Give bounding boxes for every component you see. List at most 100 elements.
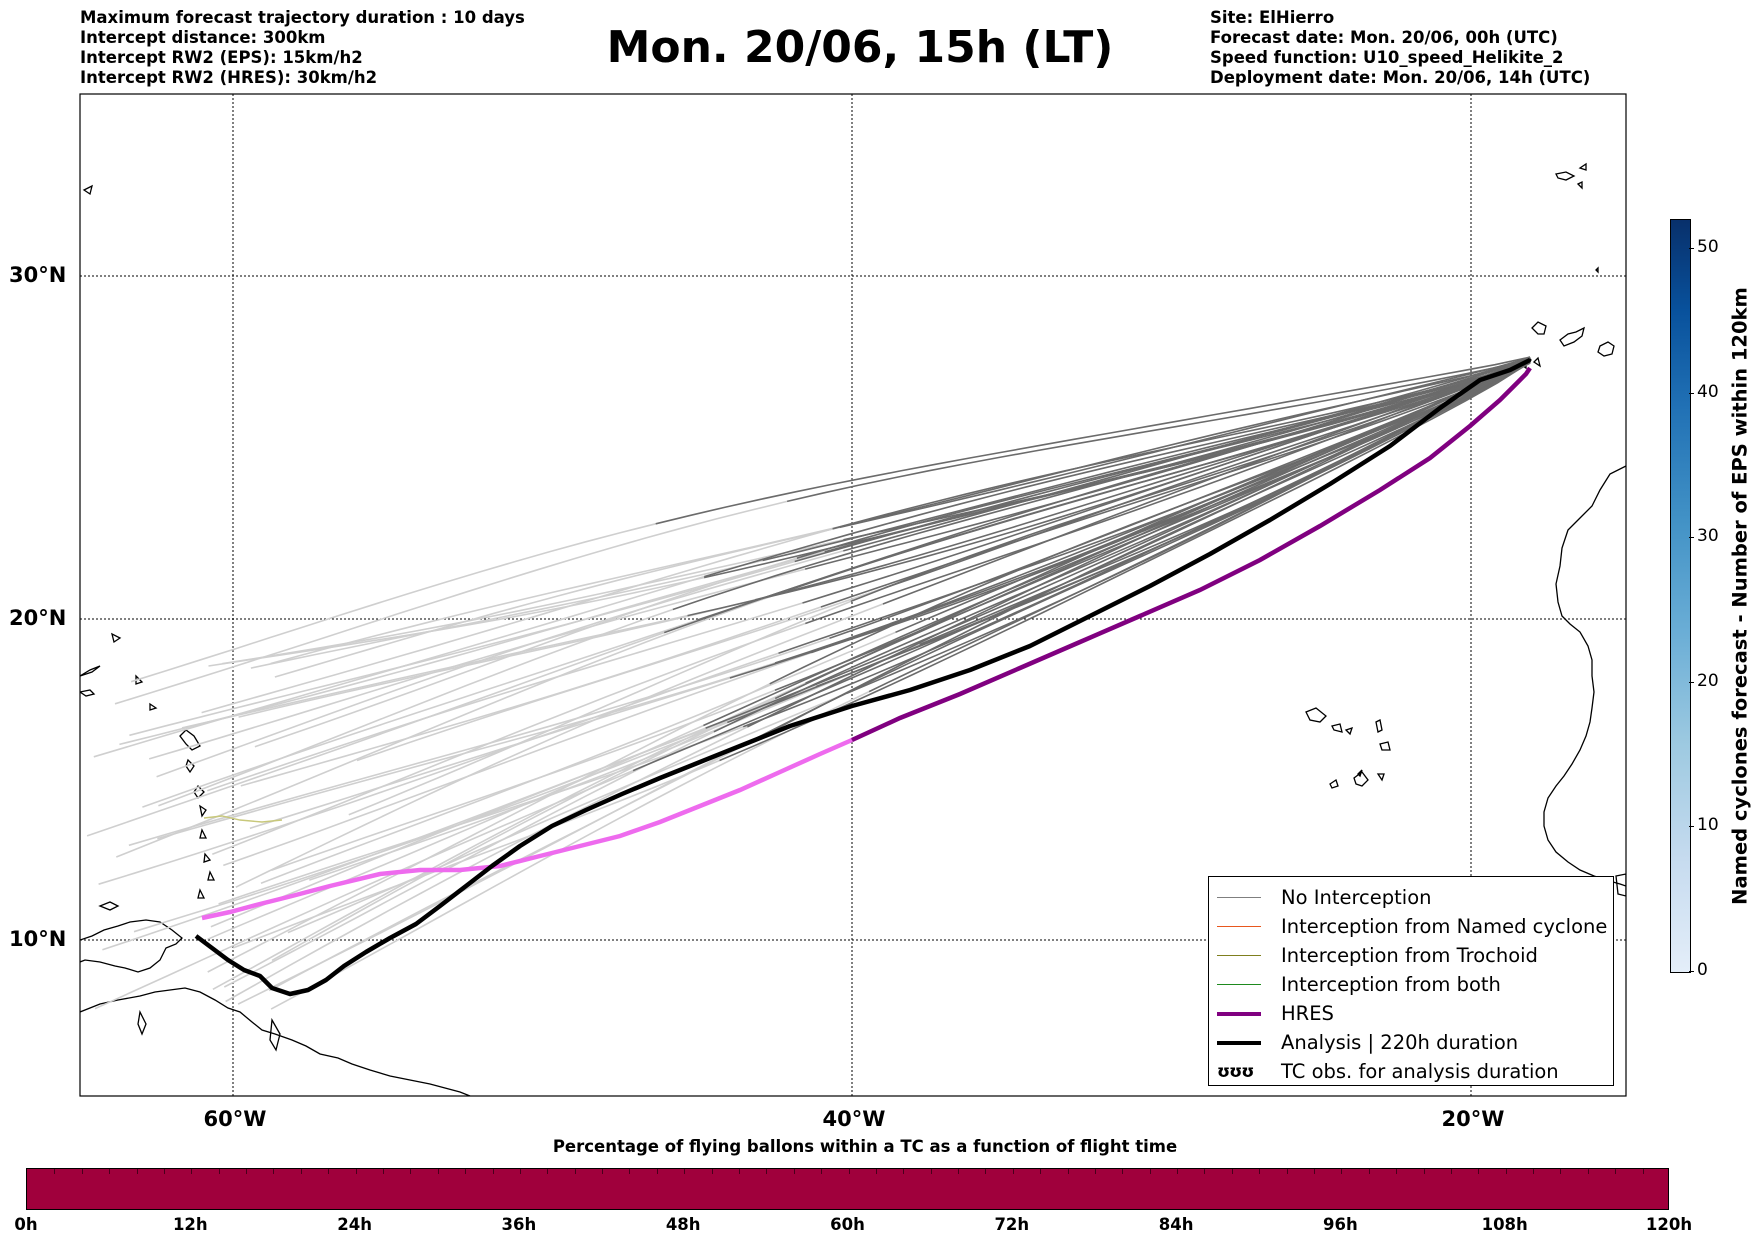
flight-bar-graduation	[492, 1169, 494, 1174]
lat-label-20n: 20°N	[9, 606, 67, 630]
coastlines	[80, 162, 1626, 1096]
header-info-left: Maximum forecast trajectory duration : 1…	[80, 8, 525, 88]
lat-label-30n: 30°N	[9, 263, 67, 287]
flight-bar-graduation	[328, 1169, 330, 1174]
eps-track-early	[207, 724, 704, 941]
eps-track-early	[222, 539, 844, 665]
legend-label: TC obs. for analysis duration	[1281, 1060, 1559, 1083]
eps-track-early	[142, 619, 698, 808]
flight-bar-graduation	[1587, 1169, 1589, 1174]
flight-bar-graduation	[821, 1169, 823, 1174]
flight-bar-graduation	[1396, 1169, 1398, 1174]
eps-track-early	[238, 599, 756, 718]
colorbar-tick-mark	[1689, 537, 1694, 539]
header-line: Forecast date: Mon. 20/06, 00h (UTC)	[1210, 28, 1558, 47]
eps-track-late	[655, 356, 1531, 525]
flight-bar-graduation	[300, 1169, 302, 1174]
flight-bar-graduation	[1094, 1169, 1096, 1174]
eps-track-late	[632, 357, 1531, 772]
colorbar-tick-mark	[1689, 247, 1694, 249]
flight-bar-graduation	[437, 1169, 439, 1174]
flight-bar-tick-label: 60h	[830, 1215, 865, 1234]
eps-track-late	[769, 361, 1531, 685]
eps-track-early	[249, 677, 731, 830]
lon-label-20w: 20°W	[1441, 1107, 1505, 1131]
eps-track-early	[223, 651, 812, 867]
flight-bar-graduation	[1149, 1169, 1151, 1174]
eps-track-early	[114, 500, 788, 705]
eps-track-late	[747, 359, 1531, 728]
header-line: Maximum forecast trajectory duration : 1…	[80, 8, 525, 27]
eps-track-late	[778, 358, 1531, 654]
colorbar-tick-mark	[1689, 971, 1694, 972]
flight-bar-graduation	[1478, 1169, 1480, 1174]
colorbar-tick-label: 30	[1697, 526, 1719, 547]
flight-bar-graduation	[54, 1169, 56, 1174]
flight-bar-graduation	[930, 1169, 932, 1174]
eps-track-late	[786, 358, 1531, 503]
legend-line-swatch	[1217, 897, 1261, 898]
eps-track-early	[207, 683, 771, 973]
eps-track-early	[86, 631, 665, 837]
flight-bar-graduation	[218, 1169, 220, 1174]
hres-track-early	[201, 737, 853, 921]
eps-track-early	[271, 697, 776, 962]
flight-bar-graduation	[191, 1169, 193, 1174]
flight-bar-graduation	[875, 1169, 877, 1174]
eps-track-early	[254, 557, 798, 748]
eps-track-late	[663, 361, 1531, 634]
eps-track-early	[148, 568, 806, 760]
header-info-right: Site: ElHierro Forecast date: Mon. 20/06…	[1210, 8, 1590, 88]
eps-track-early	[201, 528, 833, 714]
eps-track-late	[713, 356, 1531, 733]
map-legend: No Interception Interception from Named …	[1208, 876, 1614, 1086]
eps-track-late	[820, 361, 1531, 608]
flight-bar-graduation	[903, 1169, 905, 1174]
eps-track-early	[274, 526, 840, 678]
flight-bar-graduation	[1450, 1169, 1452, 1174]
colorbar-tick-label: 0	[1697, 960, 1708, 980]
eps-track-early	[207, 602, 803, 792]
flight-bar-graduation	[711, 1169, 713, 1174]
colorbar-tick-mark	[1689, 681, 1694, 683]
eps-track-early	[156, 550, 844, 778]
flight-bar-graduation	[1231, 1169, 1233, 1174]
header-line: Intercept RW2 (EPS): 15km/h2	[80, 48, 363, 67]
eps-track-late	[672, 356, 1531, 611]
flight-bar-tick-label: 36h	[501, 1215, 537, 1234]
flight-bar-graduation	[629, 1169, 631, 1174]
flight-bar-graduation	[519, 1169, 521, 1174]
colorbar-tick-label: 40	[1697, 381, 1719, 402]
flight-bar-graduation	[1533, 1169, 1535, 1174]
flight-bar-graduation	[602, 1169, 604, 1174]
colorbar-tick-mark	[1689, 392, 1694, 394]
colorbar-tick-mark	[1689, 826, 1694, 828]
eps-track-early	[93, 575, 705, 758]
flight-bar-graduation	[1368, 1169, 1370, 1174]
eps-track-late	[773, 362, 1531, 731]
flight-bar-graduation	[163, 1169, 165, 1174]
lon-label-60w: 60°W	[203, 1107, 267, 1131]
eps-track-late	[805, 356, 1531, 625]
legend-entry: Interception from Trochoid	[1209, 941, 1613, 970]
flight-bar-graduation	[273, 1169, 275, 1174]
lat-label-10n: 10°N	[9, 927, 67, 951]
eps-track-early	[116, 589, 789, 858]
flight-bar-tick-label: 0h	[14, 1215, 38, 1234]
flight-bar-graduation	[136, 1169, 138, 1174]
flight-bar-graduation	[1560, 1169, 1562, 1174]
legend-entry: Interception from Named cyclone	[1209, 912, 1613, 941]
tc-symbol-icon: ʊʊʊ	[1217, 1061, 1254, 1082]
eps-track-late	[884, 361, 1531, 589]
legend-line-swatch	[1217, 1011, 1261, 1016]
eps-track-late	[754, 359, 1531, 740]
legend-label: HRES	[1281, 1002, 1334, 1025]
header-line: Intercept distance: 300km	[80, 28, 326, 47]
header-line: Deployment date: Mon. 20/06, 14h (UTC)	[1210, 68, 1591, 87]
eps-track-early	[270, 690, 870, 1010]
flight-bar-graduation	[1642, 1169, 1644, 1174]
flight-bar-graduation	[574, 1169, 576, 1174]
flight-bar-graduation	[766, 1169, 768, 1174]
eps-track-early	[225, 726, 748, 1003]
